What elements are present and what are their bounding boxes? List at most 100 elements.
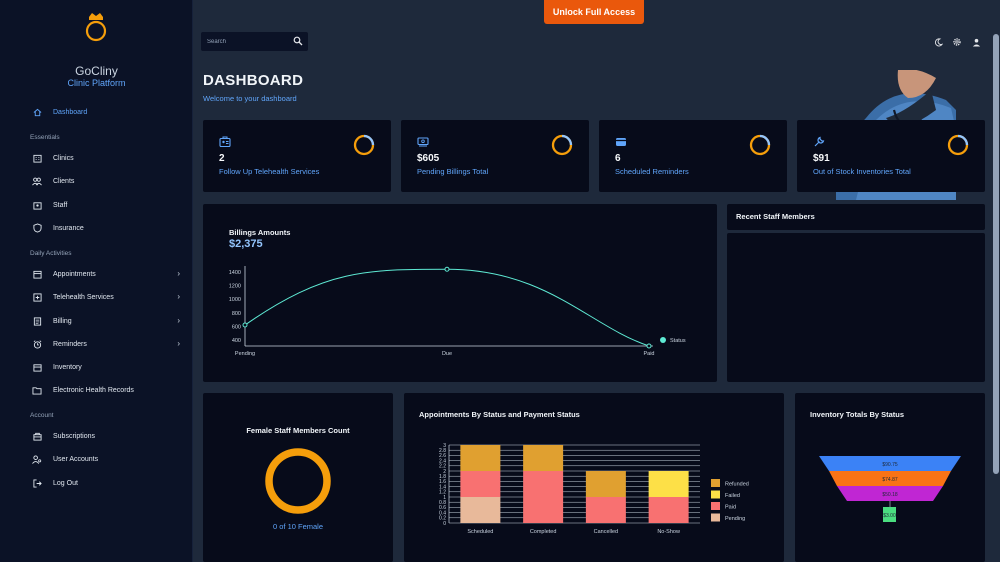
- y-tick-label: 1000: [229, 297, 241, 303]
- sidebar-item-insurance[interactable]: Insurance: [32, 219, 188, 237]
- sidebar-item-label: Billing: [53, 317, 72, 325]
- section-daily-activities: Daily Activities: [30, 250, 72, 257]
- stat-card-reminders[interactable]: 6 Scheduled Reminders: [599, 120, 787, 192]
- page-title: DASHBOARD: [203, 72, 304, 89]
- sidebar-item-logout[interactable]: Log Out: [32, 474, 188, 492]
- legend-label: Pending: [725, 516, 745, 522]
- recent-staff-list: [727, 233, 985, 382]
- calendar-icon: [32, 269, 42, 279]
- page-scrollbar[interactable]: [993, 34, 999, 474]
- sidebar-item-label: Log Out: [53, 479, 78, 487]
- chevron-right-icon[interactable]: ›: [177, 269, 180, 278]
- bar-segment: [460, 471, 501, 497]
- stat-label: Pending Billings Total: [417, 167, 489, 176]
- x-tick-label: Scheduled: [467, 529, 493, 535]
- logout-icon: [32, 478, 42, 488]
- search-input[interactable]: [207, 36, 287, 47]
- sidebar-item-clinics[interactable]: Clinics: [32, 149, 188, 167]
- folder-icon: [32, 385, 42, 395]
- alarm-icon: [32, 339, 42, 349]
- funnel-label: $50.18: [882, 492, 898, 498]
- chevron-right-icon[interactable]: ›: [177, 339, 180, 348]
- female-staff-card: Female Staff Members Count 0 of 10 Femal…: [203, 393, 393, 562]
- sidebar-item-billing[interactable]: Billing ›: [32, 312, 188, 330]
- plus-square-icon: [32, 292, 42, 302]
- stat-label: Out of Stock Inventories Total: [813, 167, 911, 176]
- bar-segment: [585, 471, 626, 497]
- sidebar-item-appointments[interactable]: Appointments ›: [32, 265, 188, 283]
- receipt-icon: [32, 316, 42, 326]
- stat-card-telehealth[interactable]: 2 Follow Up Telehealth Services: [203, 120, 391, 192]
- sidebar-item-label: Dashboard: [53, 108, 88, 116]
- y-tick-label: 2.2: [439, 464, 446, 470]
- chevron-right-icon[interactable]: ›: [177, 292, 180, 301]
- search-box: [201, 32, 308, 51]
- building-icon: [32, 153, 42, 163]
- sidebar-item-inventory[interactable]: Inventory: [32, 358, 188, 376]
- section-account: Account: [30, 412, 54, 419]
- settings-gear-icon[interactable]: [952, 37, 962, 47]
- sidebar-item-clients[interactable]: Clients: [32, 172, 188, 190]
- sidebar-item-label: Electronic Health Records: [53, 386, 134, 394]
- stat-card-billings[interactable]: $605 Pending Billings Total: [401, 120, 589, 192]
- legend-swatch: [711, 490, 720, 499]
- sidebar-item-dashboard[interactable]: Dashboard: [32, 103, 188, 121]
- legend-swatch: [711, 502, 720, 510]
- billings-chart-card: Billings Amounts $2,375 400 600 800 1000 120…: [203, 204, 717, 382]
- y-tick-label: 1.8: [439, 474, 446, 480]
- unlock-full-access-button[interactable]: Unlock Full Access: [544, 0, 644, 24]
- progress-ring: [353, 134, 375, 156]
- y-tick-label: 600: [232, 324, 241, 330]
- sidebar-item-label: User Accounts: [53, 455, 99, 463]
- brand-name: GoCliny: [75, 64, 118, 78]
- data-point: [646, 343, 652, 349]
- sidebar-item-subscriptions[interactable]: Subscriptions: [32, 427, 188, 445]
- y-tick-label: 0: [443, 521, 446, 527]
- sidebar-item-label: Clients: [53, 177, 75, 185]
- data-point: [444, 266, 450, 272]
- sidebar-item-user-accounts[interactable]: User Accounts: [32, 450, 188, 468]
- stat-value: $605: [417, 153, 440, 164]
- search-icon[interactable]: [293, 36, 303, 46]
- sidebar-item-label: Subscriptions: [53, 432, 96, 440]
- sidebar: GoCliny Clinic Platform Dashboard Essent…: [0, 0, 193, 562]
- sidebar-item-telehealth[interactable]: Telehealth Services ›: [32, 288, 188, 306]
- progress-ring: [749, 134, 771, 156]
- inventory-funnel-chart: $90.75 $74.87 $50.18 $3.00: [819, 456, 961, 522]
- card-icon: [616, 138, 626, 146]
- y-tick-label: 800: [232, 311, 241, 317]
- funnel-segment: [883, 507, 896, 522]
- sidebar-item-label: Telehealth Services: [53, 293, 114, 301]
- sidebar-item-ehr[interactable]: Electronic Health Records: [32, 381, 188, 399]
- bar-segment: [523, 471, 564, 523]
- funnel-segment: [819, 456, 961, 471]
- dark-mode-icon[interactable]: [933, 37, 943, 47]
- y-tick-label: 0.2: [439, 516, 446, 522]
- series-line: [244, 268, 650, 347]
- legend-label: Failed: [725, 493, 740, 499]
- y-tick-label: 1: [443, 495, 446, 501]
- y-tick-label: 1.2: [439, 490, 446, 496]
- female-staff-caption: 0 of 10 Female: [272, 522, 324, 531]
- x-tick-label: Pending: [235, 351, 255, 357]
- legend-swatch: [711, 479, 720, 487]
- y-tick-label: 1.4: [439, 484, 446, 490]
- bar-segment: [460, 497, 501, 523]
- stat-value: 6: [615, 153, 621, 164]
- x-tick-label: Paid: [643, 351, 654, 357]
- x-tick-label: No-Show: [657, 529, 680, 535]
- x-tick-label: Due: [442, 351, 452, 357]
- progress-ring: [947, 134, 969, 156]
- sidebar-item-reminders[interactable]: Reminders ›: [32, 335, 188, 353]
- profile-user-icon[interactable]: [971, 37, 981, 47]
- sidebar-item-label: Reminders: [53, 340, 87, 348]
- chevron-right-icon[interactable]: ›: [177, 316, 180, 325]
- appointments-chart-title: Appointments By Status and Payment Statu…: [419, 410, 580, 419]
- y-tick-label: 2.4: [439, 458, 446, 464]
- sidebar-item-staff[interactable]: Staff: [32, 196, 188, 214]
- brand-subtitle: Clinic Platform: [67, 78, 126, 88]
- stat-card-inventory[interactable]: $91 Out of Stock Inventories Total: [797, 120, 985, 192]
- y-tick-label: 400: [232, 338, 241, 344]
- sidebar-item-label: Clinics: [53, 154, 74, 162]
- x-tick-label: Completed: [530, 529, 557, 535]
